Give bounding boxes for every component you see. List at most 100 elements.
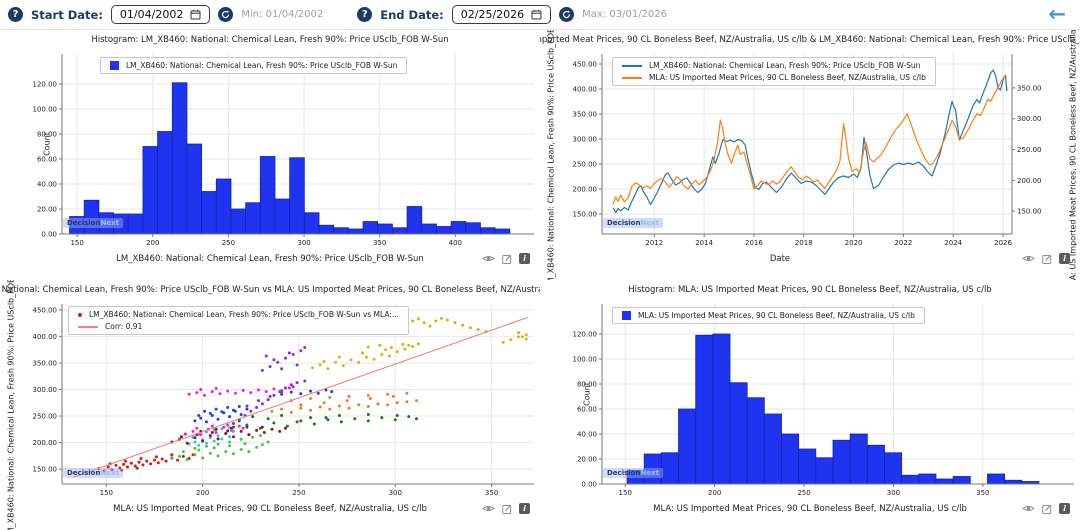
svg-text:150.00: 150.00: [33, 466, 58, 474]
svg-text:250: 250: [292, 489, 305, 497]
svg-text:350.00: 350.00: [33, 359, 58, 367]
svg-text:250: 250: [222, 239, 235, 247]
info-icon[interactable]: i: [519, 253, 530, 264]
chart-title: MLA: US Imported Meat Prices, 90 CL Bone…: [540, 35, 1080, 45]
svg-text:80.00: 80.00: [37, 131, 57, 139]
axis-spines: [599, 304, 1074, 487]
legend-marker-line: [622, 64, 642, 67]
svg-text:20.00: 20.00: [577, 456, 597, 464]
svg-text:150: 150: [70, 239, 83, 247]
legend-label: LM_XB460: National: Chemical Lean, Fresh…: [126, 61, 398, 70]
svg-text:2026: 2026: [994, 239, 1012, 247]
legend-marker-corr-line: [78, 325, 98, 328]
svg-text:200.00: 200.00: [573, 186, 598, 194]
decisionnext-watermark: Decision Next: [63, 468, 123, 478]
y-axis-label: Count: [582, 382, 592, 406]
svg-text:100.00: 100.00: [573, 356, 598, 364]
svg-text:250.00: 250.00: [33, 413, 58, 421]
x-axis-label: MLA: US Imported Meat Prices, 90 CL Bone…: [653, 504, 967, 514]
svg-text:350: 350: [485, 489, 498, 497]
legend-marker-square: [110, 61, 119, 70]
svg-text:200: 200: [196, 489, 209, 497]
svg-text:2018: 2018: [795, 239, 813, 247]
svg-text:200.00: 200.00: [33, 439, 58, 447]
histogram-bars: [626, 333, 1040, 485]
svg-text:2020: 2020: [845, 239, 863, 247]
help-icon[interactable]: ?: [357, 7, 373, 22]
svg-text:0.00: 0.00: [41, 231, 57, 239]
calendar-icon: [190, 9, 201, 20]
tick-labels: 150 200 250 300 350 400 0.00 20.00 40.00 60.00 80.…: [33, 81, 463, 248]
svg-text:2024: 2024: [944, 239, 962, 247]
svg-text:300.00: 300.00: [33, 386, 58, 394]
y-axis-label-left: LM_XB460: National: Chemical Lean, Fresh…: [546, 30, 556, 280]
svg-text:2012: 2012: [645, 239, 663, 247]
svg-text:40.00: 40.00: [577, 431, 597, 439]
y-axis-label-right: MLA: US Imported Meat Prices, 90 CL Bone…: [1068, 30, 1078, 280]
svg-text:100.00: 100.00: [33, 106, 58, 114]
svg-text:150: 150: [619, 489, 632, 497]
visibility-icon[interactable]: [1022, 504, 1035, 513]
panel-scatter-correlation: LM_XB460: National: Chemical Lean, Fresh…: [0, 280, 540, 530]
info-icon[interactable]: i: [1059, 253, 1070, 264]
svg-text:120.00: 120.00: [573, 331, 598, 339]
start-date-input[interactable]: 01/04/2002: [110, 5, 211, 24]
legend-label: LM_XB460: National: Chemical Lean, Fresh…: [89, 310, 400, 319]
legend: MLA: US Imported Meat Prices, 90 CL Bone…: [612, 307, 925, 324]
svg-text:300: 300: [887, 489, 900, 497]
legend: LM_XB460: National: Chemical Lean, Fresh…: [100, 57, 408, 74]
svg-text:450.00: 450.00: [573, 61, 598, 69]
scatter-cluster-gold: [310, 316, 528, 371]
x-axis-label: MLA: US Imported Meat Prices, 90 CL Bone…: [113, 504, 427, 514]
svg-text:2022: 2022: [894, 239, 912, 247]
edit-icon[interactable]: [1042, 504, 1052, 514]
histogram-plot: 150 200 250 300 350 0.00 20.00 40.00 60.00 80.00 1…: [573, 304, 1074, 497]
scatter-cluster-purple: [231, 346, 307, 425]
edit-icon[interactable]: [502, 254, 512, 264]
panel-line-dual-axis: MLA: US Imported Meat Prices, 90 CL Bone…: [540, 30, 1080, 280]
info-icon[interactable]: i: [1059, 503, 1070, 514]
chart-title: Histogram: MLA: US Imported Meat Prices,…: [628, 285, 992, 295]
legend-label: MLA: US Imported Meat Prices, 90 CL Bone…: [649, 73, 926, 82]
reset-end-date-icon[interactable]: [559, 7, 575, 22]
svg-text:350: 350: [373, 239, 386, 247]
help-icon[interactable]: ?: [8, 7, 23, 22]
back-button[interactable]: ←: [1048, 2, 1066, 26]
scatter-cluster-orange: [270, 391, 418, 414]
end-date-value: 02/25/2026: [460, 8, 525, 21]
reset-start-date-icon[interactable]: [218, 7, 234, 22]
y-axis-label: LM_XB460: National: Chemical Lean, Fresh…: [6, 280, 16, 530]
svg-text:250: 250: [797, 489, 810, 497]
panel-histogram-mla: Histogram: MLA: US Imported Meat Prices,…: [540, 280, 1080, 530]
tick-labels: 150 200 250 300 350 150.00 200.00 250.00 300.00 3…: [33, 306, 499, 497]
chart-grid: Histogram: LM_XB460: National: Chemical …: [0, 30, 1080, 530]
svg-text:400: 400: [449, 239, 462, 247]
legend-marker-square: [622, 311, 631, 320]
tick-labels: 2012 2014 2016 2018 2020 2022 2024 2026 150.00 20…: [573, 61, 1042, 248]
x-axis-label: Date: [769, 254, 791, 264]
histogram-plot: 150 200 250 300 350 400 0.00 20.00 40.00 60.00 80.…: [33, 54, 534, 248]
svg-text:2016: 2016: [745, 239, 763, 247]
svg-text:60.00: 60.00: [37, 156, 57, 164]
svg-text:40.00: 40.00: [37, 181, 57, 189]
svg-text:150: 150: [100, 489, 113, 497]
svg-text:2014: 2014: [695, 239, 713, 247]
visibility-icon[interactable]: [1022, 254, 1035, 263]
end-date-input[interactable]: 02/25/2026: [451, 5, 552, 24]
svg-text:200: 200: [708, 489, 721, 497]
edit-icon[interactable]: [502, 504, 512, 514]
svg-text:300: 300: [389, 489, 402, 497]
x-axis-label: LM_XB460: National: Chemical Lean, Fresh…: [116, 254, 424, 264]
info-icon[interactable]: i: [519, 503, 530, 514]
edit-icon[interactable]: [1042, 254, 1052, 264]
svg-text:200.00: 200.00: [1017, 177, 1042, 185]
correlation-line: [73, 316, 529, 478]
scatter-cluster-limegreen: [170, 434, 270, 462]
visibility-icon[interactable]: [482, 504, 495, 513]
legend-marker-dot: [78, 312, 82, 317]
legend-label: LM_XB460: National: Chemical Lean, Fresh…: [649, 61, 921, 70]
visibility-icon[interactable]: [482, 254, 495, 263]
scatter-plot: 150 200 250 300 350 150.00 200.00 250.00 300.00 3…: [33, 304, 534, 497]
y-axis-label: Count: [42, 132, 52, 156]
svg-text:150.00: 150.00: [1017, 208, 1042, 216]
